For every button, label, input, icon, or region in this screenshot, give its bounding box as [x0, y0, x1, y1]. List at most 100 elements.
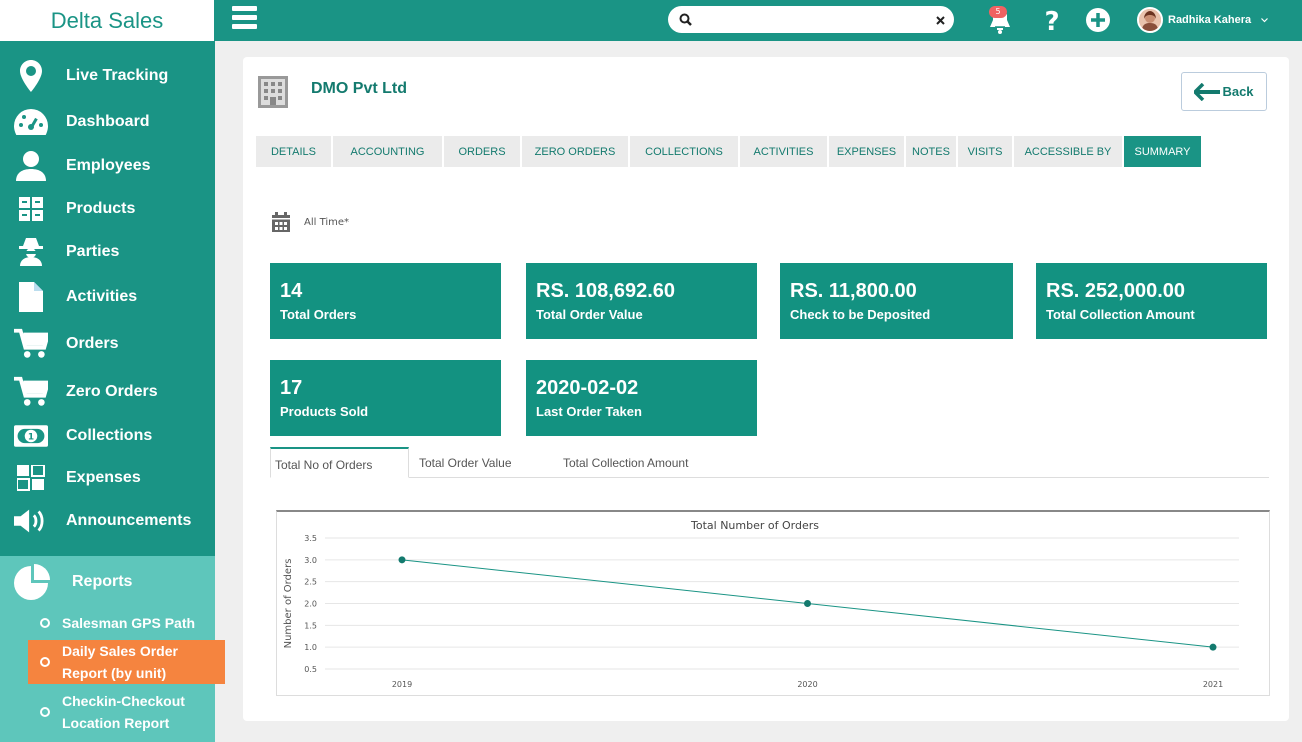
date-filter[interactable]: All Time*	[272, 212, 349, 232]
tab-accessible-by[interactable]: ACCESSIBLE BY	[1014, 136, 1122, 167]
tab-collections[interactable]: COLLECTIONS	[630, 136, 738, 167]
y-tick-label: 3.0	[304, 556, 317, 565]
help-icon[interactable]: ?	[1044, 8, 1060, 34]
y-tick-label: 1.0	[304, 643, 317, 652]
user-name: Radhika Kahera	[1168, 14, 1252, 26]
stat-value: RS. 11,800.00	[790, 280, 917, 302]
back-button[interactable]: Back	[1181, 72, 1267, 111]
stat-card: 2020-02-02 Last Order Taken	[526, 360, 757, 436]
stat-label: Check to be Deposited	[790, 307, 931, 322]
tab-summary[interactable]: SUMMARY	[1124, 136, 1201, 167]
stat-value: 14	[280, 280, 303, 302]
stat-card: 17 Products Sold	[270, 360, 501, 436]
sidebar-item-dashboard[interactable]: Dashboard	[0, 102, 215, 142]
sidebar-item-live-tracking[interactable]: Live Tracking	[0, 56, 215, 96]
sidebar-item-products[interactable]: Products	[0, 189, 215, 229]
tab-accounting[interactable]: ACCOUNTING	[333, 136, 442, 167]
sidebar-item-reports[interactable]: Reports	[0, 562, 132, 602]
y-tick-label: 2.0	[304, 600, 317, 609]
x-tick-label: 2019	[392, 680, 412, 689]
circle-icon	[40, 707, 50, 717]
sidebar-item-label: Reports	[72, 573, 133, 590]
cart-icon	[14, 327, 48, 361]
chart-title: Total Number of Orders	[690, 519, 819, 532]
sidebar-item-parties[interactable]: Parties	[0, 232, 215, 272]
circle-icon	[40, 618, 50, 628]
svg-text:1: 1	[28, 433, 34, 443]
sidebar-item-collections[interactable]: 1 Collections	[0, 416, 215, 456]
sidebar-item-label: Dashboard	[66, 113, 150, 130]
sidebar-subitem-label: Daily Sales Order Report (by unit)	[62, 643, 178, 681]
avatar	[1137, 7, 1163, 33]
stat-value: RS. 108,692.60	[536, 280, 675, 302]
y-axis-label: Number of Orders	[283, 559, 294, 649]
money-icon: 1	[14, 419, 48, 453]
party-detail-card: DMO Pvt Ltd Back DETAILS ACCOUNTING ORDE…	[243, 57, 1289, 721]
chart-tab-total-orders[interactable]: Total No of Orders	[270, 447, 409, 478]
stat-card: RS. 108,692.60 Total Order Value	[526, 263, 757, 339]
back-button-label: Back	[1222, 84, 1254, 99]
search-input[interactable]	[700, 10, 925, 29]
notification-badge: 5	[989, 6, 1007, 18]
search-box	[668, 6, 954, 33]
user-menu[interactable]: Radhika Kahera	[1137, 7, 1269, 33]
gauge-icon	[14, 105, 48, 139]
y-tick-label: 3.5	[304, 534, 317, 543]
sidebar-item-label: Live Tracking	[66, 67, 169, 84]
sidebar-item-label: Collections	[66, 427, 153, 444]
tab-activities[interactable]: ACTIVITIES	[740, 136, 827, 167]
x-tick-label: 2020	[797, 680, 817, 689]
svg-text:?: ?	[1044, 8, 1059, 34]
sidebar-subitem-salesman-gps-path[interactable]: Salesman GPS Path	[28, 612, 225, 634]
file-icon	[14, 280, 48, 314]
sidebar-item-expenses[interactable]: Expenses	[0, 458, 215, 498]
tab-zero-orders[interactable]: ZERO ORDERS	[522, 136, 628, 167]
clear-icon[interactable]	[936, 16, 945, 25]
y-tick-label: 0.5	[304, 665, 317, 674]
spy-icon	[14, 235, 48, 269]
menu-icon[interactable]	[232, 6, 257, 32]
company-name: DMO Pvt Ltd	[311, 80, 407, 97]
sidebar-item-label: Parties	[66, 243, 120, 260]
chart-container: Total Number of Orders 3.5 3.0 2.5 2.0 1.5 1.0…	[276, 510, 1270, 696]
brand-logo[interactable]: Delta Sales	[0, 0, 215, 41]
grid-icon	[14, 192, 48, 226]
y-tick-label: 1.5	[304, 621, 317, 630]
chart-tab-bar: Total No of Orders Total Order Value Tot…	[270, 447, 1269, 478]
sidebar-item-label: Employees	[66, 157, 151, 174]
tab-details[interactable]: DETAILS	[256, 136, 331, 167]
sidebar-subitem-checkin-checkout-report[interactable]: Checkin-Checkout Location Report	[28, 690, 225, 734]
sidebar-item-zero-orders[interactable]: Zero Orders	[0, 372, 215, 412]
stat-value: RS. 252,000.00	[1046, 280, 1185, 302]
data-point	[1209, 643, 1217, 651]
stat-label: Total Collection Amount	[1046, 307, 1195, 322]
sidebar-item-label: Announcements	[66, 512, 192, 529]
add-icon[interactable]	[1086, 8, 1110, 32]
stat-value: 2020-02-02	[536, 377, 639, 399]
sidebar-item-orders[interactable]: Orders	[0, 324, 215, 364]
sidebar-subitem-daily-sales-order-report[interactable]: Daily Sales Order Report (by unit)	[28, 640, 225, 684]
arrow-left-icon	[1194, 82, 1221, 101]
sidebar-subitem-label: Checkin-Checkout Location Report	[62, 693, 185, 731]
chart-tab-order-value[interactable]: Total Order Value	[419, 456, 512, 470]
stat-card: RS. 11,800.00 Check to be Deposited	[780, 263, 1013, 339]
sidebar-item-label: Activities	[66, 288, 138, 305]
tab-visits[interactable]: VISITS	[958, 136, 1012, 167]
tab-notes[interactable]: NOTES	[906, 136, 956, 167]
chart-tab-collection-amount[interactable]: Total Collection Amount	[563, 456, 689, 470]
stat-label: Products Sold	[280, 404, 369, 419]
tiles-icon	[14, 461, 48, 495]
tab-expenses[interactable]: EXPENSES	[829, 136, 904, 167]
circle-icon	[40, 657, 50, 667]
y-tick-label: 2.5	[304, 578, 317, 587]
tab-bar: DETAILS ACCOUNTING ORDERS ZERO ORDERS CO…	[256, 136, 1203, 167]
sidebar-item-employees[interactable]: Employees	[0, 146, 215, 186]
stat-label: Last Order Taken	[536, 404, 642, 419]
x-tick-label: 2021	[1203, 680, 1223, 689]
search-icon	[679, 13, 692, 26]
orders-line-chart: Total Number of Orders 3.5 3.0 2.5 2.0 1.5 1.0…	[283, 519, 1239, 689]
sidebar-item-announcements[interactable]: Announcements	[0, 501, 215, 541]
tab-orders[interactable]: ORDERS	[444, 136, 520, 167]
sidebar-item-activities[interactable]: Activities	[0, 277, 215, 317]
megaphone-icon	[14, 504, 48, 538]
